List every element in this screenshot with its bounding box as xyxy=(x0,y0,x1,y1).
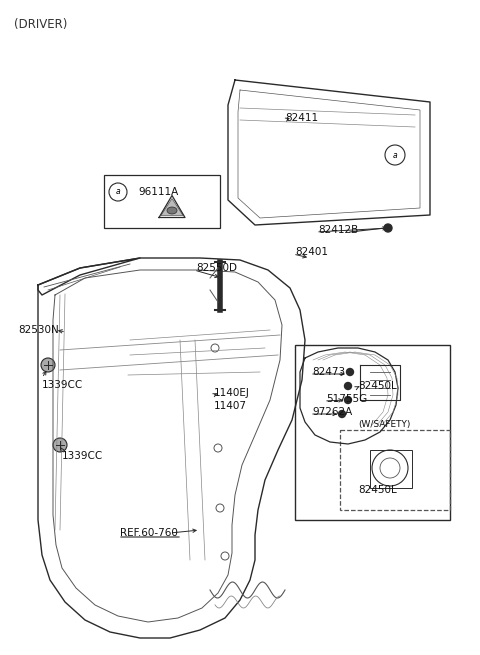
Bar xyxy=(340,430,450,510)
Text: 97262A: 97262A xyxy=(312,407,352,417)
Circle shape xyxy=(41,358,55,372)
Text: (DRIVER): (DRIVER) xyxy=(14,18,67,31)
Bar xyxy=(104,175,220,228)
Circle shape xyxy=(345,396,351,403)
Text: 82550D: 82550D xyxy=(196,263,237,273)
Text: 82450L: 82450L xyxy=(358,485,397,495)
Text: 11407: 11407 xyxy=(214,401,247,411)
Text: 82412B: 82412B xyxy=(318,225,358,235)
Text: REF.60-760: REF.60-760 xyxy=(120,528,178,538)
Text: 82530N: 82530N xyxy=(18,325,59,335)
Text: (W/SAFETY): (W/SAFETY) xyxy=(358,419,410,428)
Text: 1339CC: 1339CC xyxy=(62,451,103,461)
Ellipse shape xyxy=(167,207,177,214)
Circle shape xyxy=(384,224,392,232)
Text: 82450L: 82450L xyxy=(358,381,397,391)
Circle shape xyxy=(53,438,67,452)
Text: 1140EJ: 1140EJ xyxy=(214,388,250,398)
Circle shape xyxy=(338,411,346,417)
Text: a: a xyxy=(393,151,397,160)
Text: 1339CC: 1339CC xyxy=(42,380,83,390)
Circle shape xyxy=(345,383,351,390)
Text: 51755G: 51755G xyxy=(326,394,367,404)
Text: 82401: 82401 xyxy=(295,247,328,257)
Bar xyxy=(370,450,412,488)
Text: 82473: 82473 xyxy=(312,367,345,377)
Text: 96111A: 96111A xyxy=(138,187,178,197)
Polygon shape xyxy=(161,198,183,215)
Text: a: a xyxy=(116,187,120,196)
Circle shape xyxy=(347,369,353,375)
Text: 82411: 82411 xyxy=(285,113,318,123)
Bar xyxy=(295,345,450,520)
